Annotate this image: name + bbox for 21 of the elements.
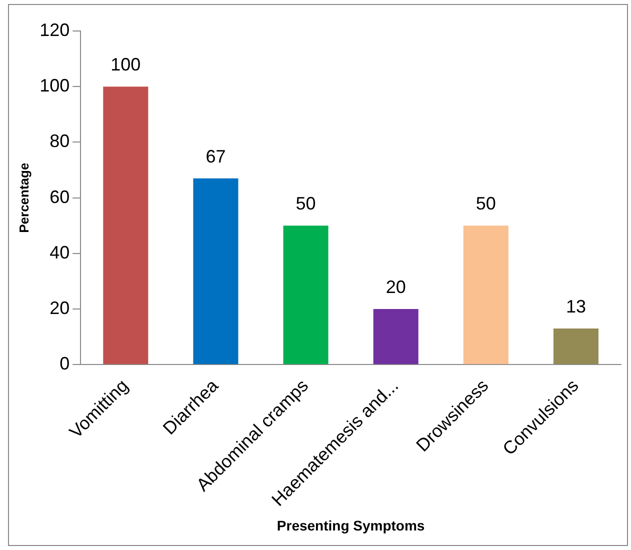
y-tick-label: 120 [40,20,70,40]
bar [373,309,418,364]
data-label: 100 [110,54,141,75]
bar [283,226,328,364]
bar [103,86,148,364]
y-tick-label: 20 [50,298,70,318]
bar [553,328,598,364]
bar [193,178,238,364]
bar [463,226,508,364]
data-label: 20 [386,277,406,298]
y-axis-title: Percentage [16,162,32,233]
data-label: 50 [296,194,316,214]
data-label: 50 [476,194,496,214]
x-axis-title: Presenting Symptoms [276,517,425,534]
y-tick-label: 40 [50,242,70,262]
y-tick-label: 60 [50,186,70,207]
data-label: 67 [206,146,226,166]
data-label: 13 [566,296,586,316]
y-tick-label: 100 [40,76,70,96]
y-tick-label: 0 [60,354,70,374]
y-tick-label: 80 [50,131,70,152]
